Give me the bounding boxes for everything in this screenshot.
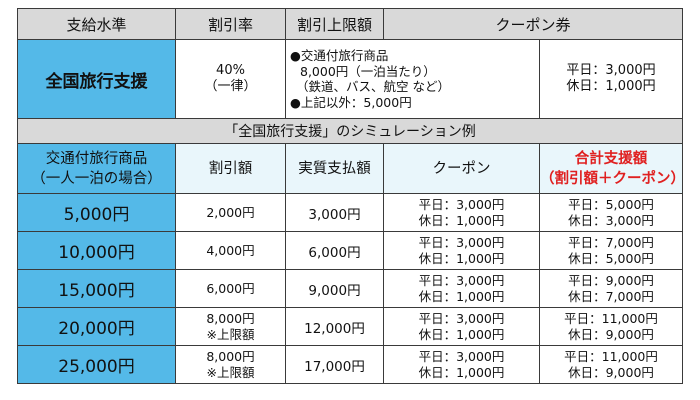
row-coupon-weekday: 平日：3,000円	[418, 234, 505, 250]
row-total-holiday: 休日：5,000円	[568, 250, 654, 266]
program-name: 全国旅行支援	[17, 39, 176, 119]
row-total-weekday: 平日：11,000円	[564, 310, 658, 326]
row-total: 平日：9,000円 休日：7,000円	[538, 269, 684, 308]
sim-header-discount: 割引額	[175, 143, 286, 194]
sim-header-coupon: クーポン	[383, 143, 540, 194]
row-discount: 8,000円 ※上限額	[175, 307, 286, 346]
rate-value: 40%	[216, 63, 245, 78]
row-coupon: 平日：3,000円 休日：1,000円	[383, 231, 540, 270]
table-row: 5,000円 2,000円 3,000円 平日：3,000円 休日：1,000円…	[17, 193, 684, 232]
header-discount-limit: 割引上限額	[285, 8, 384, 40]
limit-line: ●上記以外：5,000円	[290, 94, 412, 110]
row-coupon-weekday: 平日：3,000円	[418, 310, 505, 326]
support-table-container: 支給水準 割引率 割引上限額 クーポン券 全国旅行支援 40% （一律） ●交通…	[16, 8, 684, 384]
row-discount: 4,000円	[175, 231, 286, 270]
limit-line: （鉄道、バス、航空 など）	[296, 79, 450, 94]
row-price: 20,000円	[17, 307, 176, 346]
row-total: 平日：5,000円 休日：3,000円	[538, 193, 684, 232]
program-row: 全国旅行支援 40% （一律） ●交通付旅行商品 8,000円（一泊当たり） （…	[17, 39, 684, 119]
coupon-weekday: 平日：3,000円	[566, 63, 656, 78]
header-discount-rate: 割引率	[175, 8, 286, 40]
row-total: 平日：11,000円 休日：9,000円	[538, 345, 684, 384]
row-discount-value: 2,000円	[206, 204, 255, 220]
simulation-title-row: 「全国旅行支援」のシミュレーション例	[16, 118, 684, 144]
row-discount: 8,000円 ※上限額	[175, 345, 286, 384]
limit-line: ●交通付旅行商品	[290, 48, 389, 63]
row-discount-value: 4,000円	[206, 242, 255, 258]
row-price: 25,000円	[17, 345, 176, 384]
row-payment: 6,000円	[285, 231, 384, 270]
row-total-holiday: 休日：3,000円	[568, 212, 654, 228]
row-discount-value: 8,000円	[206, 310, 255, 326]
row-coupon: 平日：3,000円 休日：1,000円	[383, 345, 540, 384]
row-total-holiday: 休日：9,000円	[568, 326, 654, 342]
header-support-level: 支給水準	[17, 8, 176, 40]
row-total-weekday: 平日：9,000円	[568, 272, 654, 288]
row-total: 平日：11,000円 休日：9,000円	[538, 307, 684, 346]
sim-header-price-line1: 交通付旅行商品	[45, 150, 148, 167]
row-total-holiday: 休日：7,000円	[568, 288, 654, 304]
row-coupon-weekday: 平日：3,000円	[418, 196, 505, 212]
sim-header-total-line1: 合計支援額	[574, 150, 648, 167]
table-row: 25,000円 8,000円 ※上限額 17,000円 平日：3,000円 休日…	[17, 345, 684, 384]
row-discount: 2,000円	[175, 193, 286, 232]
row-price: 10,000円	[17, 231, 176, 270]
row-price: 15,000円	[17, 269, 176, 308]
sim-header-payment: 実質支払額	[285, 143, 384, 194]
rate-note: （一律）	[204, 79, 257, 94]
row-coupon: 平日：3,000円 休日：1,000円	[383, 307, 540, 346]
row-discount-note: ※上限額	[206, 326, 255, 342]
header-row: 支給水準 割引率 割引上限額 クーポン券	[17, 8, 684, 40]
simulation-title: 「全国旅行支援」のシミュレーション例	[16, 118, 684, 144]
sim-header-price-line2: （一人一泊の場合）	[31, 170, 162, 187]
row-coupon-holiday: 休日：1,000円	[418, 250, 505, 266]
program-coupon: 平日：3,000円 休日：1,000円	[538, 39, 684, 119]
coupon-holiday: 休日：1,000円	[566, 79, 656, 94]
sim-header-total-line2: （割引額＋クーポン）	[540, 170, 683, 187]
row-total-weekday: 平日：7,000円	[568, 234, 654, 250]
row-discount-value: 8,000円	[206, 348, 255, 364]
travel-support-table: 支給水準 割引率 割引上限額 クーポン券 全国旅行支援 40% （一律） ●交通…	[16, 8, 684, 384]
row-payment: 17,000円	[285, 345, 384, 384]
simulation-header-row: 交通付旅行商品 （一人一泊の場合） 割引額 実質支払額 クーポン 合計支援額 （…	[17, 143, 684, 194]
row-discount-note: ※上限額	[206, 364, 255, 380]
row-payment: 3,000円	[285, 193, 384, 232]
table-row: 20,000円 8,000円 ※上限額 12,000円 平日：3,000円 休日…	[17, 307, 684, 346]
table-row: 15,000円 6,000円 9,000円 平日：3,000円 休日：1,000…	[17, 269, 684, 308]
row-discount-value: 6,000円	[206, 280, 255, 296]
row-coupon-holiday: 休日：1,000円	[418, 326, 505, 342]
row-discount: 6,000円	[175, 269, 286, 308]
row-coupon-holiday: 休日：1,000円	[418, 212, 505, 228]
row-coupon-holiday: 休日：1,000円	[418, 364, 505, 380]
sim-header-price: 交通付旅行商品 （一人一泊の場合）	[17, 143, 176, 194]
header-coupon: クーポン券	[382, 8, 684, 40]
program-limit: ●交通付旅行商品 8,000円（一泊当たり） （鉄道、バス、航空 など） ●上記…	[285, 39, 540, 119]
limit-line: 8,000円（一泊当たり）	[300, 63, 436, 79]
row-total-holiday: 休日：9,000円	[568, 364, 654, 380]
row-coupon-holiday: 休日：1,000円	[418, 288, 505, 304]
row-total: 平日：7,000円 休日：5,000円	[538, 231, 684, 270]
row-price: 5,000円	[17, 193, 176, 232]
program-rate: 40% （一律）	[175, 39, 286, 119]
row-total-weekday: 平日：11,000円	[564, 348, 658, 364]
row-payment: 12,000円	[285, 307, 384, 346]
sim-header-total: 合計支援額 （割引額＋クーポン）	[538, 143, 684, 194]
row-total-weekday: 平日：5,000円	[568, 196, 654, 212]
row-coupon: 平日：3,000円 休日：1,000円	[383, 269, 540, 308]
table-row: 10,000円 4,000円 6,000円 平日：3,000円 休日：1,000…	[17, 231, 684, 270]
row-coupon: 平日：3,000円 休日：1,000円	[383, 193, 540, 232]
row-coupon-weekday: 平日：3,000円	[418, 348, 505, 364]
row-coupon-weekday: 平日：3,000円	[418, 272, 505, 288]
row-payment: 9,000円	[285, 269, 384, 308]
